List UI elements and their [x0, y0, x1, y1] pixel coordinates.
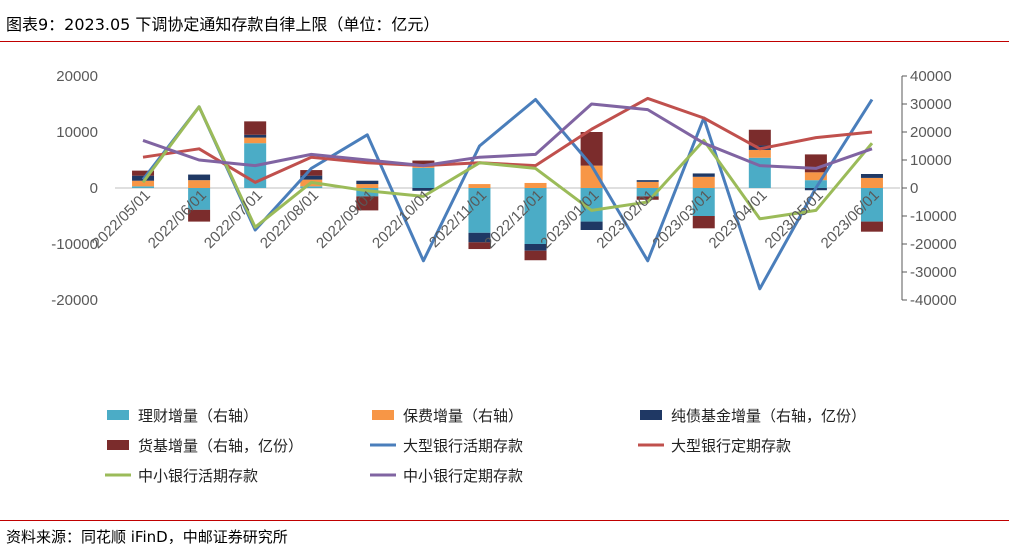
right-axis-tick-label: -20000	[910, 236, 957, 253]
bar-wealth	[132, 186, 155, 188]
bar-bond	[524, 244, 547, 251]
footer-divider	[0, 520, 1009, 521]
bar-wealth	[188, 188, 211, 210]
bar-wealth	[412, 167, 435, 188]
legend-label-small_time: 中小银行定期存款	[403, 467, 523, 485]
x-category-label: 2022/05/01	[89, 187, 154, 252]
bar-bond	[692, 173, 715, 177]
bar-money	[692, 216, 715, 229]
legend-label-wealth: 理财增量（右轴）	[138, 407, 258, 425]
source-note: 资料来源：同花顺 iFinD，中邮证券研究所	[6, 528, 288, 546]
bar-insurance	[860, 177, 883, 188]
legend-label-bond: 纯债基金增量（右轴，亿份）	[671, 407, 866, 425]
bar-money	[748, 129, 771, 146]
bar-insurance	[356, 184, 379, 188]
x-category-label: 2023/05/01	[762, 187, 827, 252]
chart-title: 图表9：2023.05 下调协定通知存款自律上限（单位：亿元）	[6, 15, 440, 34]
bar-money	[188, 209, 211, 222]
bar-bond	[468, 232, 491, 243]
right-axis-tick-label: 0	[910, 180, 918, 197]
x-category-label: 2022/10/01	[369, 187, 434, 252]
bar-wealth	[860, 188, 883, 222]
left-axis-tick-label: 0	[90, 180, 98, 197]
legend-swatch-money	[107, 440, 129, 450]
right-axis-tick-label: -30000	[910, 264, 957, 281]
bar-wealth	[300, 186, 323, 188]
left-axis-tick-label: -10000	[51, 236, 98, 253]
bar-wealth	[468, 188, 491, 233]
bar-wealth	[580, 188, 603, 222]
bar-wealth	[636, 188, 659, 197]
legend-swatch-wealth	[107, 410, 129, 420]
bar-bond	[580, 221, 603, 230]
bar-bond	[636, 180, 659, 182]
bar-money	[244, 121, 267, 135]
bar-bond	[300, 175, 323, 180]
left-axis-tick-label: 20000	[56, 68, 98, 85]
bar-money	[580, 132, 603, 166]
title-divider	[0, 41, 1009, 42]
bar-insurance	[580, 165, 603, 188]
right-axis-tick-label: -10000	[910, 208, 957, 225]
bar-money	[860, 221, 883, 232]
x-category-label: 2023/02/01	[593, 187, 658, 252]
bar-money	[132, 170, 155, 176]
bar-wealth	[524, 188, 547, 244]
legend-label-big_time: 大型银行定期存款	[671, 437, 791, 455]
line-small_time	[142, 102, 873, 170]
x-category-label: 2022/07/01	[201, 187, 266, 252]
legend-label-big_demand: 大型银行活期存款	[403, 437, 523, 455]
chart: 20000 10000 0 -10000 -20000 40000 30000 20000 10…	[51, 68, 957, 485]
legend-label-small_demand: 中小银行活期存款	[138, 467, 258, 485]
bar-insurance	[692, 176, 715, 188]
right-axis-tick-label: -40000	[910, 292, 957, 309]
bar-money	[412, 160, 435, 167]
right-axis-tick-label: 20000	[910, 124, 952, 141]
left-axis-tick-label: -20000	[51, 292, 98, 309]
bar-bond	[356, 180, 379, 185]
bar-money	[300, 170, 323, 176]
right-axis-tick-label: 10000	[910, 152, 952, 169]
bar-money	[524, 250, 547, 261]
bar-bond	[244, 134, 267, 138]
bar-insurance	[524, 182, 547, 188]
legend-label-money: 货基增量（右轴，亿份）	[138, 437, 303, 455]
bar-insurance	[804, 172, 827, 181]
left-axis-tick-label: 10000	[56, 124, 98, 141]
bar-insurance	[468, 184, 491, 188]
bar-money	[636, 196, 659, 200]
bar-insurance	[244, 137, 267, 144]
bar-money	[356, 196, 379, 211]
bar-wealth	[804, 180, 827, 188]
bar-bond	[860, 174, 883, 178]
bar-insurance	[132, 180, 155, 187]
legend-label-insurance: 保费增量（右轴）	[403, 407, 523, 425]
right-axis-tick-label: 40000	[910, 68, 952, 85]
bar-insurance	[636, 181, 659, 188]
bar-wealth	[692, 188, 715, 216]
x-category-label: 2022/09/01	[313, 187, 378, 252]
bar-insurance	[748, 149, 771, 158]
bar-bond	[412, 188, 435, 191]
legend-swatch-bond	[640, 410, 662, 420]
bar-insurance	[188, 180, 211, 188]
bar-money	[468, 242, 491, 250]
right-axis-tick-label: 30000	[910, 96, 952, 113]
legend-swatch-insurance	[372, 410, 394, 420]
line-small_demand	[141, 105, 874, 229]
bar-bond	[188, 174, 211, 181]
